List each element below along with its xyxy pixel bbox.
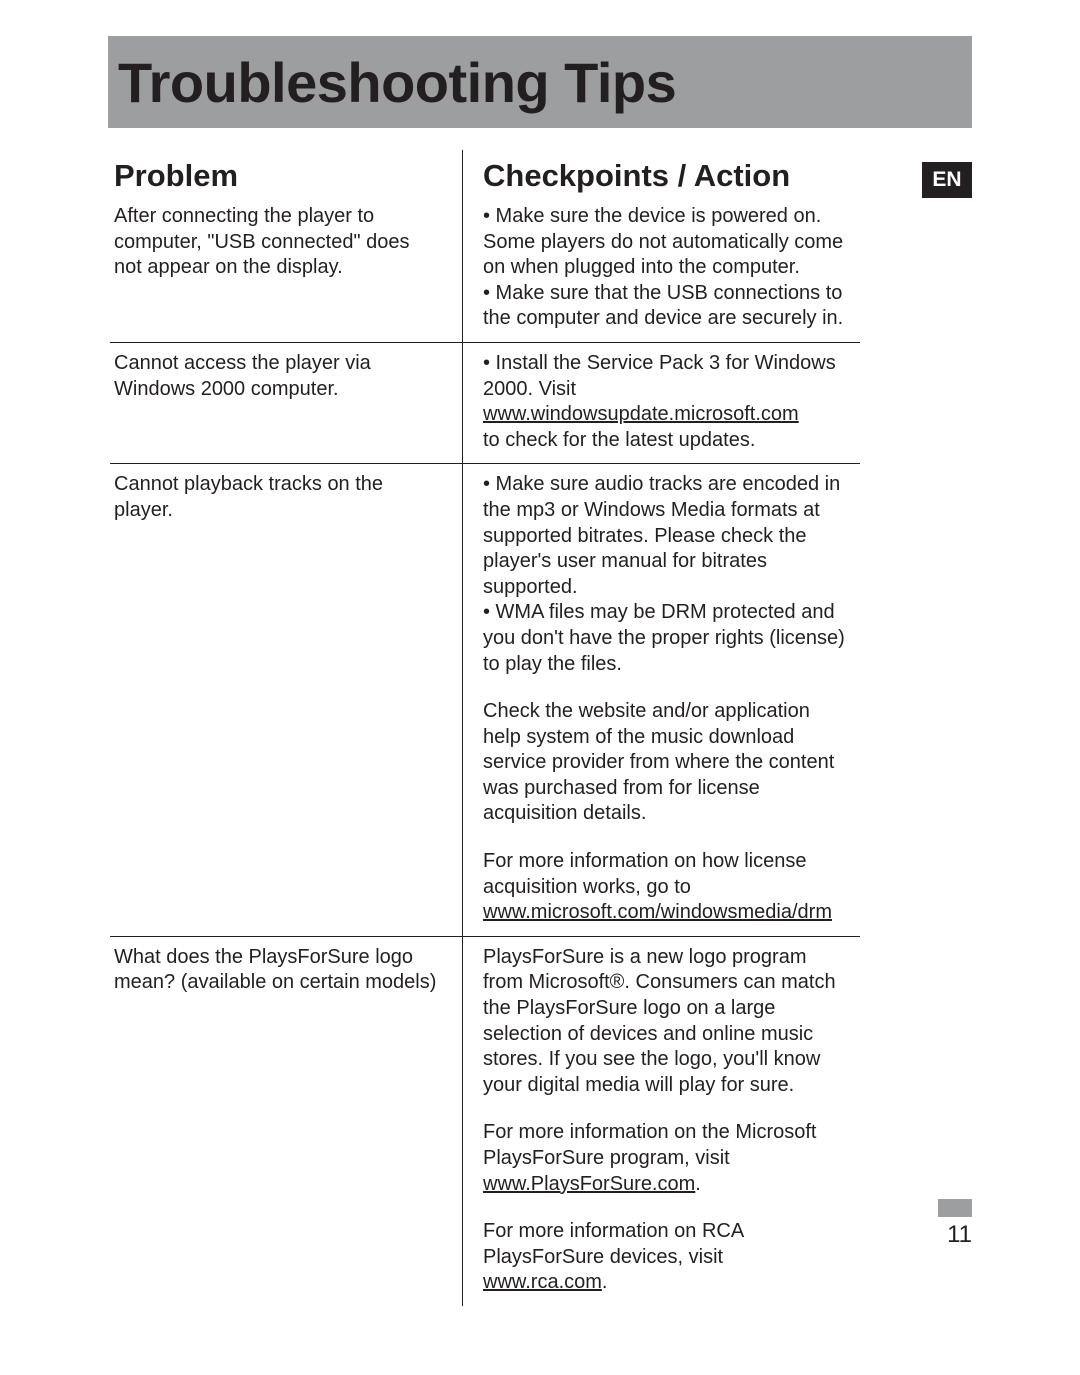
action-cell: • Install the Service Pack 3 for Windows…	[463, 342, 861, 463]
problem-cell: After connecting the player to computer,…	[110, 196, 463, 342]
header-bar: Troubleshooting Tips	[108, 36, 972, 128]
action-cell: PlaysForSure is a new logo program from …	[463, 936, 861, 1306]
table-row: After connecting the player to computer,…	[110, 196, 860, 342]
problem-cell: Cannot access the player via Windows 200…	[110, 342, 463, 463]
table-body: After connecting the player to computer,…	[110, 196, 860, 1306]
action-cell: • Make sure the device is powered on. So…	[463, 196, 861, 342]
page-number: 11	[947, 1221, 972, 1249]
language-badge: EN	[922, 162, 972, 198]
page-corner-marker	[938, 1199, 972, 1217]
page-title: Troubleshooting Tips	[118, 50, 676, 115]
table-row: What does the PlaysForSure logo mean? (a…	[110, 936, 860, 1306]
column-header-action: Checkpoints / Action	[463, 150, 861, 196]
page: Troubleshooting Tips EN Problem Checkpoi…	[0, 0, 1080, 1375]
column-header-problem: Problem	[110, 150, 463, 196]
content-area: Problem Checkpoints / Action After conne…	[110, 150, 860, 1306]
problem-cell: What does the PlaysForSure logo mean? (a…	[110, 936, 463, 1306]
table-row: Cannot access the player via Windows 200…	[110, 342, 860, 463]
action-cell: • Make sure audio tracks are encoded in …	[463, 464, 861, 937]
problem-cell: Cannot playback tracks on the player.	[110, 464, 463, 937]
troubleshooting-table: Problem Checkpoints / Action After conne…	[110, 150, 860, 1306]
table-row: Cannot playback tracks on the player.• M…	[110, 464, 860, 937]
